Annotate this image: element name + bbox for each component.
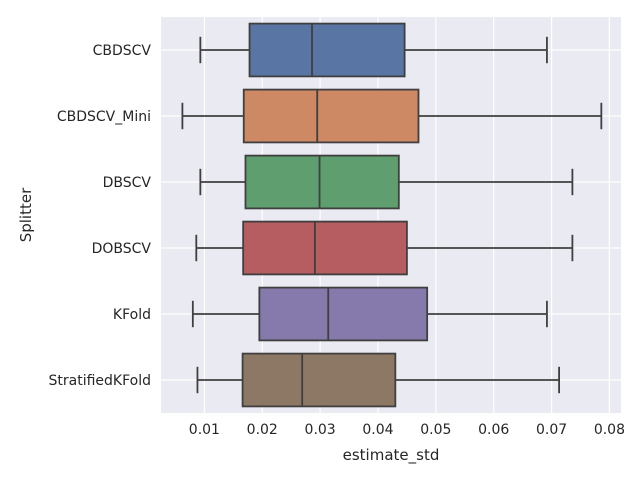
- x-tick-label: 0.06: [478, 422, 509, 438]
- iqr-box: [248, 22, 406, 78]
- x-tick-label: 0.01: [189, 422, 220, 438]
- box-kfold: [191, 286, 548, 342]
- y-tick-label: DOBSCV: [92, 241, 152, 257]
- y-tick-label: KFold: [113, 307, 151, 323]
- x-tick-label: 0.04: [362, 422, 393, 438]
- box-cbdscv: [199, 22, 548, 78]
- x-tick-label: 0.08: [594, 422, 625, 438]
- iqr-box: [242, 88, 420, 144]
- box-dbscv: [199, 154, 574, 210]
- box-dobscv: [195, 220, 574, 276]
- y-tick-label: CBDSCV: [93, 43, 152, 59]
- y-axis-ticks: CBDSCV CBDSCV_Mini DBSCV DOBSCV KFold Stratif…: [49, 43, 152, 389]
- box-stratifiedkfold: [196, 352, 560, 408]
- plot-area: [161, 17, 621, 413]
- y-tick-label: CBDSCV_Mini: [57, 109, 151, 125]
- y-tick-label: StratifiedKFold: [49, 373, 151, 389]
- iqr-box: [242, 220, 408, 276]
- box-series: [181, 22, 603, 408]
- x-tick-label: 0.07: [536, 422, 567, 438]
- box-cbdscv-mini: [181, 88, 603, 144]
- x-tick-label: 0.03: [305, 422, 336, 438]
- x-tick-label: 0.02: [247, 422, 278, 438]
- iqr-box: [258, 286, 429, 342]
- y-tick-label: DBSCV: [103, 175, 152, 191]
- iqr-box: [241, 352, 397, 408]
- x-axis-label: estimate_std: [343, 446, 440, 465]
- x-axis-ticks: 0.01 0.02 0.03 0.04 0.05 0.06 0.07 0.08: [189, 422, 625, 438]
- iqr-box: [244, 154, 400, 210]
- y-axis-label: Splitter: [17, 187, 35, 242]
- x-tick-label: 0.05: [420, 422, 451, 438]
